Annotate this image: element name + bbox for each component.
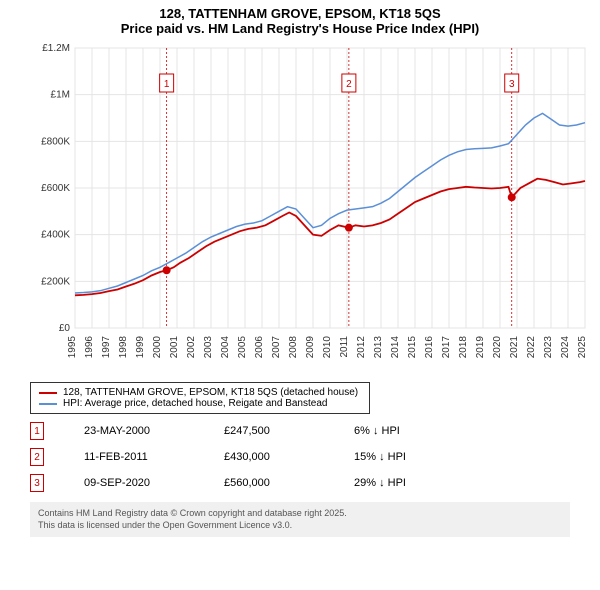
x-tick-label: 2012 bbox=[356, 336, 367, 359]
x-tick-label: 2025 bbox=[577, 336, 588, 359]
x-tick-label: 2011 bbox=[339, 336, 350, 358]
transaction-price: £430,000 bbox=[224, 451, 314, 463]
x-tick-label: 1995 bbox=[67, 336, 78, 359]
x-tick-label: 2009 bbox=[305, 336, 316, 359]
x-tick-label: 2022 bbox=[526, 336, 537, 359]
transaction-marker: 1 bbox=[30, 422, 44, 440]
x-tick-label: 2008 bbox=[288, 336, 299, 359]
x-tick-label: 2002 bbox=[186, 336, 197, 359]
x-tick-label: 2003 bbox=[203, 336, 214, 359]
transaction-marker: 2 bbox=[30, 448, 44, 466]
legend-item: 128, TATTENHAM GROVE, EPSOM, KT18 5QS (d… bbox=[39, 387, 361, 398]
x-tick-label: 2015 bbox=[407, 336, 418, 359]
legend-swatch bbox=[39, 392, 57, 394]
marker-dot bbox=[345, 224, 353, 232]
x-tick-label: 2001 bbox=[169, 336, 180, 359]
y-tick-label: £0 bbox=[59, 323, 71, 334]
x-tick-label: 2010 bbox=[322, 336, 333, 359]
transactions-table: 1 23-MAY-2000 £247,500 6% ↓ HPI 2 11-FEB-2011… bbox=[30, 418, 570, 496]
x-tick-label: 2005 bbox=[237, 336, 248, 359]
x-tick-label: 2018 bbox=[458, 336, 469, 359]
y-tick-label: £400K bbox=[41, 230, 70, 241]
x-tick-label: 2006 bbox=[254, 336, 265, 359]
x-tick-label: 1999 bbox=[135, 336, 146, 359]
x-tick-label: 2014 bbox=[390, 336, 401, 359]
footer: Contains HM Land Registry data © Crown c… bbox=[30, 502, 570, 537]
transaction-delta: 6% ↓ HPI bbox=[354, 425, 400, 437]
legend-label: 128, TATTENHAM GROVE, EPSOM, KT18 5QS (d… bbox=[63, 387, 358, 398]
y-tick-label: £1M bbox=[51, 90, 70, 101]
legend-item: HPI: Average price, detached house, Reig… bbox=[39, 398, 361, 409]
x-tick-label: 1996 bbox=[84, 336, 95, 359]
x-tick-label: 2017 bbox=[441, 336, 452, 359]
marker-dot bbox=[163, 266, 171, 274]
x-tick-label: 2004 bbox=[220, 336, 231, 359]
marker-label: 3 bbox=[509, 79, 515, 90]
x-tick-label: 2007 bbox=[271, 336, 282, 359]
x-tick-label: 2021 bbox=[509, 336, 520, 359]
chart-area: £0 £200K £400K £600K £800K £1M £1.2M 1995 1996 19… bbox=[35, 38, 595, 378]
y-tick-label: £600K bbox=[41, 183, 70, 194]
transaction-marker: 3 bbox=[30, 474, 44, 492]
transaction-price: £560,000 bbox=[224, 477, 314, 489]
x-tick-label: 1997 bbox=[101, 336, 112, 359]
legend: 128, TATTENHAM GROVE, EPSOM, KT18 5QS (d… bbox=[30, 382, 370, 414]
transaction-price: £247,500 bbox=[224, 425, 314, 437]
marker-label: 1 bbox=[164, 79, 170, 90]
x-tick-label: 2000 bbox=[152, 336, 163, 359]
x-tick-label: 2019 bbox=[475, 336, 486, 359]
transaction-row: 3 09-SEP-2020 £560,000 29% ↓ HPI bbox=[30, 470, 570, 496]
legend-label: HPI: Average price, detached house, Reig… bbox=[63, 398, 327, 409]
y-tick-label: £1.2M bbox=[42, 43, 70, 54]
transaction-row: 2 11-FEB-2011 £430,000 15% ↓ HPI bbox=[30, 444, 570, 470]
y-tick-label: £800K bbox=[41, 136, 70, 147]
x-tick-label: 2020 bbox=[492, 336, 503, 359]
transaction-row: 1 23-MAY-2000 £247,500 6% ↓ HPI bbox=[30, 418, 570, 444]
transaction-date: 09-SEP-2020 bbox=[84, 477, 184, 489]
x-tick-label: 1998 bbox=[118, 336, 129, 359]
marker-dot bbox=[508, 193, 516, 201]
x-tick-label: 2023 bbox=[543, 336, 554, 359]
footer-line1: Contains HM Land Registry data © Crown c… bbox=[38, 508, 562, 520]
transaction-delta: 15% ↓ HPI bbox=[354, 451, 406, 463]
x-tick-label: 2013 bbox=[373, 336, 384, 359]
title-line2: Price paid vs. HM Land Registry's House … bbox=[0, 21, 600, 36]
title-line1: 128, TATTENHAM GROVE, EPSOM, KT18 5QS bbox=[0, 6, 600, 21]
transaction-date: 11-FEB-2011 bbox=[84, 451, 184, 463]
footer-line2: This data is licensed under the Open Gov… bbox=[38, 520, 562, 532]
transaction-delta: 29% ↓ HPI bbox=[354, 477, 406, 489]
marker-label: 2 bbox=[346, 79, 352, 90]
y-tick-label: £200K bbox=[41, 276, 70, 287]
chart-title-block: 128, TATTENHAM GROVE, EPSOM, KT18 5QS Pr… bbox=[0, 0, 600, 38]
chart-svg: £0 £200K £400K £600K £800K £1M £1.2M 1995 1996 19… bbox=[35, 38, 595, 378]
x-tick-label: 2024 bbox=[560, 336, 571, 359]
legend-swatch bbox=[39, 403, 57, 405]
transaction-date: 23-MAY-2000 bbox=[84, 425, 184, 437]
x-tick-label: 2016 bbox=[424, 336, 435, 359]
